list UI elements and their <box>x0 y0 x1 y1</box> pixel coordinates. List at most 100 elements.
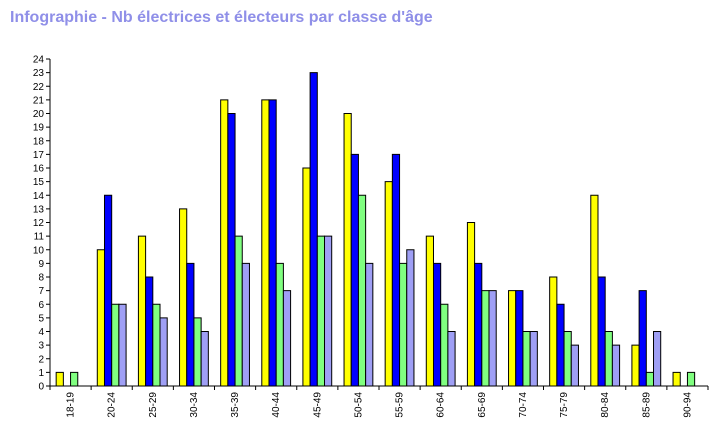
bar-75-79-s4 <box>570 344 579 387</box>
y-tick-label: 11 <box>34 232 45 243</box>
x-tick-label-40-44: 40-44 <box>271 392 282 418</box>
x-tick-label-90-94: 90-94 <box>682 392 693 418</box>
bar-55-59-s4 <box>406 249 415 387</box>
x-tick-label-25-29: 25-29 <box>148 392 159 418</box>
bar-25-29-s2 <box>145 276 154 387</box>
x-tick-label-80-84: 80-84 <box>600 392 611 418</box>
bar-75-79-s1 <box>549 276 558 387</box>
bar-70-74-s3 <box>522 331 531 387</box>
y-tick-label: 22 <box>33 82 45 93</box>
bar-50-54-s1 <box>343 113 352 387</box>
y-tick-label: 1 <box>38 368 44 379</box>
y-tick-label: 18 <box>33 136 45 147</box>
bar-75-79-s3 <box>563 331 572 387</box>
x-axis: 18-19 20-24 25-29 30-34 35-39 40-44 45-49 50-54… <box>49 385 709 418</box>
bar-60-64-s2 <box>432 262 442 387</box>
bar-80-84-s3 <box>604 331 613 387</box>
y-tick-label: 2 <box>38 354 44 365</box>
bar-30-34-s2 <box>186 262 195 387</box>
x-tick-label-65-69: 65-69 <box>477 392 488 418</box>
bar-40-44-s4 <box>282 290 292 387</box>
bar-85-89-s1 <box>631 344 640 387</box>
bar-35-39-s2 <box>227 113 236 387</box>
bar-80-84-s4 <box>611 344 621 387</box>
y-tick-label: 12 <box>33 218 45 229</box>
y-tick-label: 5 <box>38 313 44 324</box>
y-tick-label: 3 <box>38 341 44 352</box>
bar-45-49-s4 <box>324 235 333 387</box>
bar-20-24-s3 <box>111 303 120 387</box>
y-tick-label: 6 <box>38 300 44 311</box>
bar-18-19-s1 <box>55 371 64 387</box>
bar-75-79-s2 <box>556 303 565 387</box>
y-tick-label: 7 <box>38 286 44 297</box>
bar-35-39-s1 <box>220 99 229 387</box>
bar-60-64-s3 <box>440 303 449 387</box>
bar-50-54-s3 <box>357 194 367 387</box>
bar-30-34-s4 <box>200 331 209 387</box>
x-tick-label-60-64: 60-64 <box>436 392 447 418</box>
bar-70-74-s1 <box>508 290 517 387</box>
bar-85-89-s2 <box>638 290 647 387</box>
bar-25-29-s4 <box>159 317 168 387</box>
y-tick-label: 0 <box>38 382 44 393</box>
bar-60-64-s4 <box>447 331 456 387</box>
bar-40-44-s3 <box>275 262 284 387</box>
bar-80-84-s1 <box>590 194 599 387</box>
y-tick-label: 19 <box>33 123 45 134</box>
y-tick-label: 8 <box>38 273 44 284</box>
y-tick-label: 16 <box>33 164 45 175</box>
bar-55-59-s3 <box>399 262 408 387</box>
x-tick-label-85-89: 85-89 <box>641 392 652 418</box>
y-tick-label: 24 <box>33 55 45 66</box>
bar-45-49-s3 <box>316 235 326 387</box>
bar-65-69-s2 <box>474 262 483 387</box>
bar-60-64-s1 <box>425 235 434 387</box>
bar-45-49-s1 <box>302 167 311 387</box>
bar-50-54-s2 <box>350 153 359 387</box>
bar-45-49-s2 <box>309 72 318 387</box>
x-tick-label-75-79: 75-79 <box>559 392 570 418</box>
chart-title: Infographie - Nb électrices et électeurs… <box>10 9 433 26</box>
bars-group <box>55 72 696 387</box>
bar-20-24-s2 <box>103 194 113 387</box>
bar-65-69-s4 <box>488 290 497 387</box>
bar-70-74-s2 <box>515 290 524 387</box>
bar-90-94-s3 <box>686 371 696 387</box>
bar-65-69-s1 <box>466 222 476 387</box>
bar-35-39-s3 <box>234 235 243 387</box>
x-tick-label-50-54: 50-54 <box>353 392 364 418</box>
y-tick-label: 20 <box>33 109 45 120</box>
y-tick-label: 23 <box>33 68 45 79</box>
bar-65-69-s3 <box>481 290 490 387</box>
bar-40-44-s1 <box>261 99 270 387</box>
bar-70-74-s4 <box>529 331 538 387</box>
x-tick-label-18-19: 18-19 <box>66 392 77 418</box>
y-tick-label: 21 <box>33 95 45 106</box>
bar-20-24-s4 <box>118 303 127 387</box>
bar-55-59-s2 <box>391 153 401 387</box>
bar-30-34-s3 <box>193 317 202 387</box>
bar-18-19-s3 <box>70 371 79 387</box>
bar-50-54-s4 <box>365 262 374 387</box>
x-tick-label-20-24: 20-24 <box>107 392 118 418</box>
bar-40-44-s2 <box>268 99 277 387</box>
bar-85-89-s3 <box>645 371 655 387</box>
x-tick-label-70-74: 70-74 <box>518 392 529 418</box>
bar-25-29-s1 <box>137 235 147 387</box>
bar-35-39-s4 <box>241 262 250 387</box>
y-tick-label: 17 <box>33 150 45 161</box>
bar-20-24-s1 <box>96 249 105 387</box>
bar-80-84-s2 <box>597 276 606 387</box>
y-tick-label: 13 <box>33 204 45 215</box>
y-tick-label: 4 <box>38 327 44 338</box>
y-tick-label: 14 <box>33 191 45 202</box>
x-tick-label-35-39: 35-39 <box>230 392 241 418</box>
x-tick-label-45-49: 45-49 <box>312 392 323 418</box>
bar-55-59-s1 <box>384 181 393 387</box>
y-tick-label: 15 <box>33 177 45 188</box>
y-tick-label: 9 <box>38 259 44 270</box>
bar-85-89-s4 <box>653 331 662 387</box>
